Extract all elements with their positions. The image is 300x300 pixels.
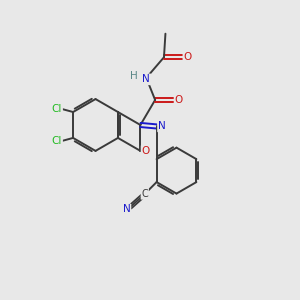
Text: Cl: Cl — [52, 104, 62, 114]
Text: O: O — [183, 52, 192, 62]
Text: C: C — [141, 189, 148, 199]
Text: O: O — [175, 95, 183, 105]
Text: N: N — [158, 122, 166, 131]
Text: N: N — [142, 74, 150, 84]
Text: H: H — [130, 71, 138, 81]
Text: Cl: Cl — [52, 136, 62, 146]
Text: O: O — [142, 146, 150, 156]
Text: N: N — [123, 205, 130, 214]
